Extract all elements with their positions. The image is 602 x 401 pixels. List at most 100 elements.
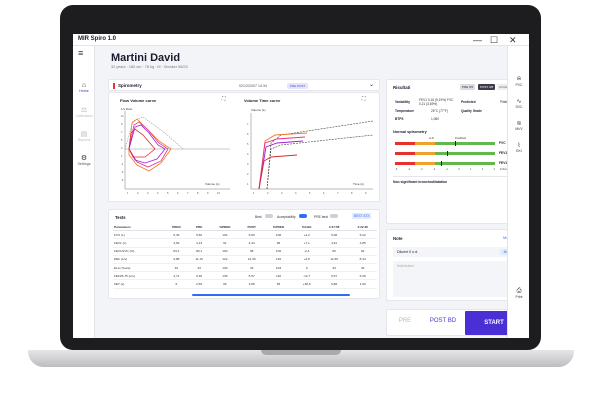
table-row[interactable]: FEV1/FVC (%) 83,1 80,1 100 98 106 -2,3 86 92 bbox=[113, 247, 377, 256]
best-toggle[interactable] bbox=[265, 214, 273, 218]
right-nav-label-eki: EKI bbox=[516, 149, 522, 153]
nav-item-reports[interactable]: ▤ Reports bbox=[73, 130, 95, 142]
svg-text:1: 1 bbox=[253, 191, 255, 195]
table-cell: 5,57 bbox=[239, 271, 264, 281]
variability-label: Variability bbox=[395, 100, 411, 104]
table-scrollbar[interactable] bbox=[192, 294, 350, 296]
pre-button[interactable]: PRE bbox=[398, 318, 412, 324]
tests-card: Tests Best Acceptability PRE best BEST A… bbox=[108, 209, 380, 299]
eki-icon: ⌇ bbox=[517, 143, 521, 149]
table-cell: 100 bbox=[209, 247, 240, 256]
print-icon: ⎙ bbox=[516, 288, 522, 294]
best-atx-button[interactable]: BEST ATX bbox=[352, 213, 372, 219]
fv-ylabel: L/s Flow bbox=[121, 107, 133, 111]
svg-text:7: 7 bbox=[337, 191, 339, 195]
note-textarea[interactable]: Note/Autore ✎ bbox=[393, 259, 521, 297]
table-cell: 108 bbox=[263, 230, 294, 240]
table-row[interactable]: FEV1 (L) 4,52 4,13 91 4,34 96 +7,1 4,91 3,85 bbox=[113, 238, 377, 248]
variability-value: FEV1 0,16 (5,19%) FVC 0,21 (3,69%) bbox=[419, 98, 454, 106]
table-row[interactable]: FEF25-75 (L/s) 4,71 6,36 135 5,57 118 -12,7 5,5… bbox=[113, 271, 377, 281]
right-nav-svc[interactable]: ∿ SVC bbox=[508, 98, 530, 109]
col-trial-1: 4:47:58 bbox=[319, 223, 349, 232]
svg-text:5: 5 bbox=[309, 191, 311, 195]
table-cell: 33 bbox=[188, 263, 210, 273]
table-cell: 2,55 bbox=[188, 279, 210, 289]
table-cell: 5,08 bbox=[319, 230, 349, 240]
table-row[interactable]: FVC (L) 5,45 5,66 104 5,89 108 +4,2 5,08 5,22 bbox=[113, 230, 377, 240]
table-cell: 5,57 bbox=[319, 271, 349, 281]
table-row[interactable]: FET (s) 6 2,55 95 3,88 65 +38,6 5,88 1,60 bbox=[113, 279, 377, 289]
svg-text:8: 8 bbox=[351, 191, 353, 195]
menu-icon[interactable]: ≡ bbox=[78, 48, 84, 58]
pre-best-label: PRE best bbox=[314, 215, 328, 219]
btps-value: 1,080 bbox=[431, 117, 439, 121]
table-cell: 80,1 bbox=[188, 247, 210, 256]
col-pre: PRE bbox=[188, 223, 210, 232]
right-nav-label-mvv: MVV bbox=[515, 127, 523, 131]
home-icon: ⌂ bbox=[81, 82, 87, 89]
normal-spirometry-title: Normal spirometry bbox=[393, 130, 427, 134]
table-row[interactable]: ELA (Years) 32 33 103 33 103 0 33 33 bbox=[113, 263, 377, 273]
spirometry-header[interactable]: Spirometry 02/12/2007 14:34 PRE POST ⌄ bbox=[108, 79, 380, 91]
right-nav-mvv[interactable]: ≋ MVV bbox=[508, 120, 530, 131]
note-card: Note More info Diluent 0 n.d. Modify Not… bbox=[386, 229, 526, 301]
table-cell: 3,88 bbox=[239, 279, 264, 289]
nav-item-calibration[interactable]: ⚖ Calibration bbox=[73, 106, 95, 118]
z-score-label: Z-Score bbox=[500, 168, 510, 171]
table-cell: 103 bbox=[263, 263, 294, 273]
svg-text:Time (s): Time (s) bbox=[353, 182, 364, 186]
table-cell: 32 bbox=[164, 263, 189, 273]
table-cell-parameter: FET (s) bbox=[113, 279, 165, 289]
patient-info: 32 years · 180 cm · 78 kg · M · Smoker 9… bbox=[111, 65, 188, 69]
expand-icon[interactable]: ⛶ bbox=[222, 96, 226, 102]
mvv-icon: ≋ bbox=[516, 121, 522, 127]
nav-item-settings[interactable]: ⚙ Settings bbox=[73, 154, 95, 166]
svg-text:7: 7 bbox=[121, 130, 123, 134]
right-nav-print[interactable]: ⎙ Print bbox=[508, 288, 530, 299]
tests-title: Tests bbox=[115, 215, 126, 220]
table-cell: 98 bbox=[239, 247, 264, 256]
svg-text:3: 3 bbox=[281, 191, 283, 195]
chevron-down-icon[interactable]: ⌄ bbox=[368, 82, 374, 88]
spirometry-badge: PRE POST bbox=[287, 82, 309, 89]
table-cell: 5,88 bbox=[319, 279, 349, 289]
col-chg: %CHG bbox=[293, 223, 320, 232]
maximize-button[interactable]: ☐ bbox=[490, 35, 499, 45]
pre-best-toggle[interactable] bbox=[330, 214, 338, 218]
svg-text:-1: -1 bbox=[121, 162, 124, 166]
col-parameters: Parameters bbox=[113, 223, 165, 232]
minimize-button[interactable]: — bbox=[473, 35, 482, 45]
table-cell: 86 bbox=[319, 247, 349, 256]
norm-label-fev1-fvc: FEV1/FVC bbox=[499, 161, 515, 165]
table-row[interactable]: PEF (L/s) 9,88 11,19 122 12,36 126 +3,8 12,36 8,… bbox=[113, 255, 377, 264]
table-cell: 11,19 bbox=[188, 255, 210, 264]
table-cell: +38,6 bbox=[293, 279, 320, 289]
table-cell: 92 bbox=[348, 247, 377, 256]
svg-text:4: 4 bbox=[295, 191, 297, 195]
post-pill: POST 3/8 bbox=[478, 84, 496, 90]
results-title: Risultati bbox=[393, 85, 411, 90]
svg-text:6: 6 bbox=[247, 132, 249, 136]
nav-item-home[interactable]: ⌂ Home bbox=[73, 82, 95, 93]
right-nav-eki[interactable]: ⌇ EKI bbox=[508, 142, 530, 153]
btps-label: BTPS bbox=[395, 117, 404, 121]
close-button[interactable]: ✕ bbox=[509, 35, 517, 45]
table-cell: 4,34 bbox=[239, 238, 264, 248]
table-cell: 4,13 bbox=[188, 238, 210, 248]
table-cell-parameter: ELA (Years) bbox=[113, 263, 165, 273]
table-cell: 0 bbox=[293, 263, 320, 273]
diluent-text: Diluent 0 n.d. bbox=[397, 250, 419, 254]
table-cell: 104 bbox=[209, 230, 240, 240]
svg-text:4: 4 bbox=[247, 152, 249, 156]
svg-text:5: 5 bbox=[247, 142, 249, 146]
patient-name: Martini David bbox=[111, 52, 181, 64]
table-cell: 96 bbox=[263, 238, 294, 248]
norm-label-fvc: FVC bbox=[499, 141, 506, 145]
table-cell: 5,45 bbox=[164, 230, 189, 240]
right-nav-pvc[interactable]: ⍾ PVC bbox=[508, 76, 530, 87]
post-bd-button[interactable]: POST BD bbox=[429, 318, 457, 324]
settings-icon: ⚙ bbox=[80, 155, 88, 162]
acceptability-toggle[interactable] bbox=[299, 214, 307, 218]
expand-icon[interactable]: ⛶ bbox=[362, 96, 366, 102]
flow-volume-title: Flow Volume curve bbox=[120, 98, 157, 103]
